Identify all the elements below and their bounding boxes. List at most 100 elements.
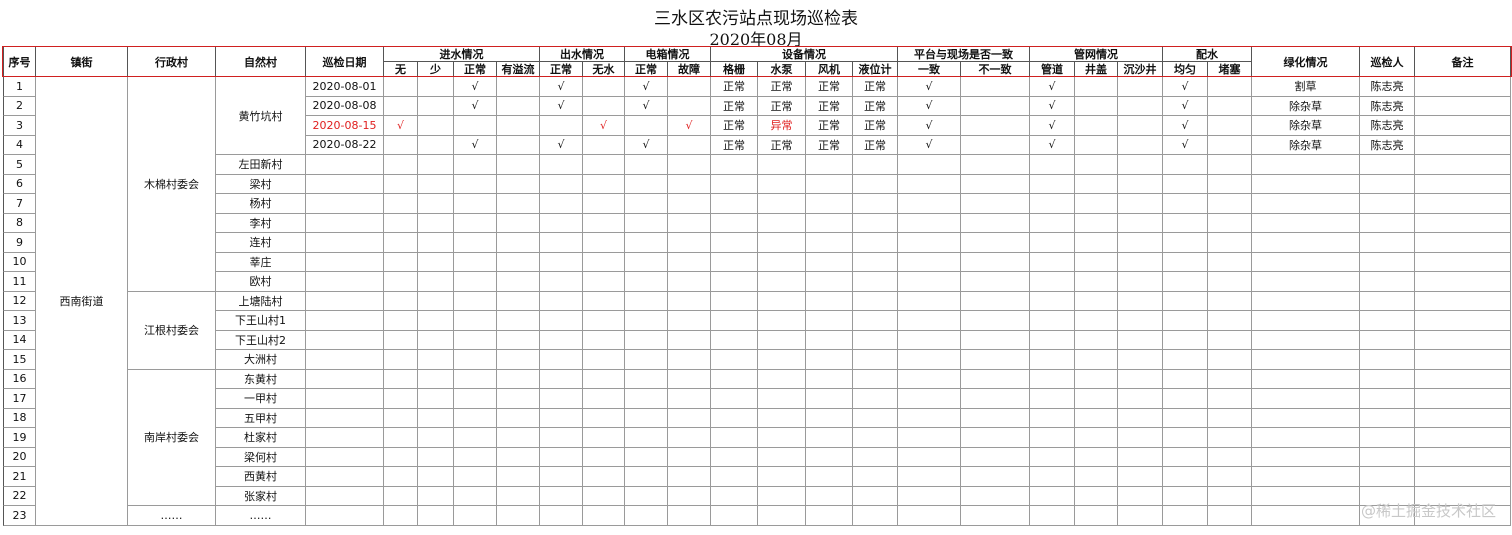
cell (1163, 408, 1208, 428)
cell (625, 155, 668, 175)
cell (1415, 116, 1511, 136)
group-header: 进水情况 (384, 47, 540, 62)
cell (961, 408, 1030, 428)
natural-village: 张家村 (216, 486, 306, 506)
cell (1208, 194, 1252, 214)
cell (306, 291, 384, 311)
cell (306, 350, 384, 370)
cell (1360, 408, 1415, 428)
cell (454, 369, 497, 389)
cell (961, 311, 1030, 331)
cell (668, 350, 711, 370)
cell (1030, 194, 1075, 214)
admin-village: 江根村委会 (128, 291, 216, 370)
cell (1030, 486, 1075, 506)
cell (806, 389, 853, 409)
natural-village: 西黄村 (216, 467, 306, 487)
cell (853, 486, 898, 506)
cell: √ (540, 96, 583, 116)
cell (418, 174, 454, 194)
cell (1415, 135, 1511, 155)
cell (853, 252, 898, 272)
cell (384, 194, 418, 214)
cell (1163, 447, 1208, 467)
cell (1118, 350, 1163, 370)
cell (758, 389, 806, 409)
cell (454, 194, 497, 214)
cell (668, 408, 711, 428)
cell (583, 369, 625, 389)
cell (1252, 272, 1360, 292)
cell (625, 330, 668, 350)
cell (306, 389, 384, 409)
cell (625, 213, 668, 233)
cell (454, 272, 497, 292)
cell (758, 467, 806, 487)
cell (1163, 174, 1208, 194)
cell: 正常 (806, 116, 853, 136)
cell: 2020-08-15 (306, 116, 384, 136)
cell (1075, 291, 1118, 311)
cell (853, 506, 898, 526)
cell (418, 194, 454, 214)
row-number: 21 (3, 467, 36, 487)
natural-village: 莘庄 (216, 252, 306, 272)
cell (497, 174, 540, 194)
cell (454, 311, 497, 331)
cell (1163, 369, 1208, 389)
cell (758, 369, 806, 389)
cell (853, 174, 898, 194)
cell (668, 155, 711, 175)
cell (454, 506, 497, 526)
cell (853, 155, 898, 175)
cell (853, 467, 898, 487)
natural-village: 连村 (216, 233, 306, 253)
row-number: 7 (3, 194, 36, 214)
cell (1163, 467, 1208, 487)
cell: 除杂草 (1252, 96, 1360, 116)
cell: √ (454, 77, 497, 97)
cell (1163, 506, 1208, 526)
cell: 除杂草 (1252, 116, 1360, 136)
column-header: 行政村 (128, 47, 216, 77)
cell (497, 135, 540, 155)
cell (384, 389, 418, 409)
cell (454, 447, 497, 467)
cell (540, 233, 583, 253)
cell (497, 194, 540, 214)
cell (1163, 252, 1208, 272)
cell (1208, 77, 1252, 97)
row-number: 23 (3, 506, 36, 526)
cell (306, 311, 384, 331)
cell (1075, 252, 1118, 272)
cell (418, 213, 454, 233)
cell (454, 467, 497, 487)
cell (384, 486, 418, 506)
natural-village: 李村 (216, 213, 306, 233)
row-number: 5 (3, 155, 36, 175)
cell: 正常 (758, 96, 806, 116)
cell (583, 272, 625, 292)
cell (540, 428, 583, 448)
cell (306, 408, 384, 428)
column-header: 正常 (625, 62, 668, 77)
cell (961, 116, 1030, 136)
cell (1252, 330, 1360, 350)
cell (1415, 77, 1511, 97)
cell (898, 155, 961, 175)
cell (418, 467, 454, 487)
cell (306, 272, 384, 292)
cell (1118, 252, 1163, 272)
cell (1208, 369, 1252, 389)
cell (961, 135, 1030, 155)
cell: √ (540, 77, 583, 97)
cell (625, 194, 668, 214)
cell (668, 291, 711, 311)
cell (540, 174, 583, 194)
cell (454, 350, 497, 370)
cell (1208, 486, 1252, 506)
cell (668, 77, 711, 97)
cell (1118, 389, 1163, 409)
cell (711, 408, 758, 428)
cell (806, 486, 853, 506)
